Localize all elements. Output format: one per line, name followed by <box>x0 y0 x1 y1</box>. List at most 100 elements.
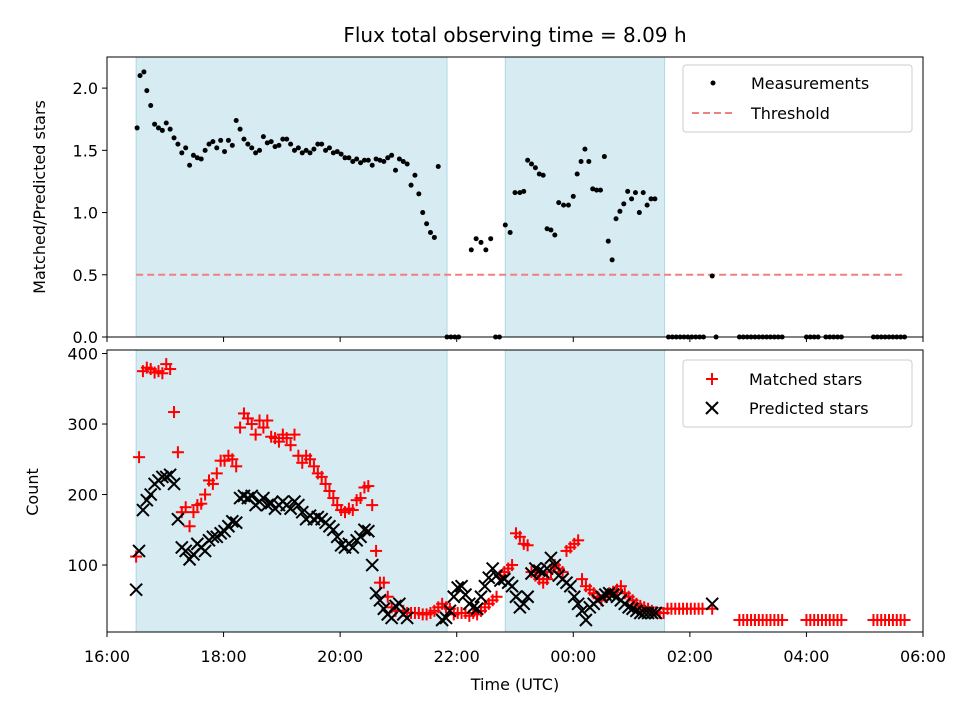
matched-point <box>898 614 911 627</box>
predicted-point <box>520 590 535 604</box>
matched-point <box>296 456 309 469</box>
measurement-point <box>225 137 231 143</box>
predicted-point-stroke <box>361 524 376 538</box>
predicted-point-stroke <box>365 558 379 572</box>
predicted-point-stroke <box>311 510 325 524</box>
measurement-point <box>601 154 607 160</box>
measurement-point <box>159 127 165 133</box>
matched-point <box>272 435 285 448</box>
measurement-point <box>400 159 406 165</box>
matched-point <box>245 418 258 431</box>
predicted-point <box>129 582 143 597</box>
measurement-point <box>416 191 422 197</box>
measurement-point <box>253 150 259 156</box>
measurement-point <box>408 182 414 188</box>
matched-point <box>776 614 789 627</box>
predicted-point-stroke <box>136 503 150 517</box>
matched-point <box>506 559 519 572</box>
measurement-point <box>396 156 402 162</box>
measurements-legend-label: Measurements <box>751 74 869 93</box>
measurement-point <box>330 150 336 156</box>
predicted-point <box>517 597 531 611</box>
predicted-point-stroke <box>548 558 562 572</box>
matched-point <box>156 367 169 380</box>
matched-point <box>576 573 589 586</box>
predicted-point-stroke <box>159 470 173 484</box>
measurement-point <box>640 190 646 196</box>
predicted-point-stroke <box>649 606 663 620</box>
y-tick-label: 1.0 <box>73 204 98 223</box>
predicted-point-stroke <box>384 611 399 625</box>
matched-point <box>168 406 181 419</box>
measurement-point <box>354 156 360 162</box>
y-tick-label: 2.0 <box>73 79 98 98</box>
predicted-point <box>167 477 181 491</box>
predicted-point-stroke <box>517 597 531 611</box>
predicted-point-stroke <box>439 611 453 625</box>
observing-interval <box>135 56 448 338</box>
matched-point <box>315 470 328 483</box>
predicted-point-stroke <box>229 516 243 530</box>
predicted-point-stroke <box>482 571 496 585</box>
predicted-point <box>330 530 344 544</box>
measurement-point <box>652 196 658 202</box>
measurement-point <box>137 73 143 79</box>
matched-point <box>187 506 200 519</box>
measurement-point <box>369 162 375 168</box>
measurement-point <box>295 145 301 151</box>
measurement-point <box>629 196 635 202</box>
predicted-point <box>229 516 243 530</box>
measurement-point <box>155 125 161 131</box>
predicted-point <box>482 571 496 585</box>
count-legend: Matched stars Predicted stars <box>682 359 913 428</box>
predicted-point-stroke <box>353 530 368 544</box>
measurement-point <box>245 141 251 147</box>
measurement-point <box>291 147 297 153</box>
predicted-point <box>384 611 399 625</box>
predicted-point-stroke <box>645 606 659 620</box>
measurement-point <box>233 117 239 123</box>
predicted-point-stroke <box>563 579 578 593</box>
predicted-point-stroke <box>283 501 298 516</box>
matched-point <box>284 439 297 452</box>
matched-point <box>614 580 627 593</box>
ratio-legend: Measurements Threshold <box>682 64 913 133</box>
predicted-point-stroke <box>388 599 403 613</box>
predicted-point-stroke <box>594 590 609 604</box>
matched-point <box>230 460 243 473</box>
predicted-point-stroke <box>470 602 484 616</box>
measurement-point <box>311 146 317 152</box>
predicted-point-stroke <box>606 587 620 602</box>
predicted-point-stroke <box>163 468 177 482</box>
predicted-point <box>528 561 543 576</box>
predicted-point <box>625 602 640 616</box>
predicted-point <box>178 544 193 558</box>
y-tick-label: 0.0 <box>73 328 98 347</box>
x-tick-label: 06:00 <box>900 647 946 666</box>
measurement-point <box>709 273 715 279</box>
measurement-point <box>303 147 309 153</box>
matched-point <box>133 451 146 464</box>
measurement-point <box>565 202 571 208</box>
predicted-point <box>283 501 298 516</box>
predicted-point <box>567 590 581 604</box>
matched-point <box>377 576 390 589</box>
predicted-point <box>357 523 372 537</box>
matched-legend-label: Matched stars <box>749 370 862 389</box>
measurement-point <box>342 155 348 161</box>
measurement-point <box>468 247 474 253</box>
measurement-point <box>350 159 356 165</box>
predicted-point <box>311 510 325 524</box>
predicted-point <box>548 558 562 572</box>
measurement-point <box>175 141 181 147</box>
x-tick-label: 04:00 <box>783 647 829 666</box>
measurement-point <box>257 147 263 153</box>
predicted-point <box>155 470 170 484</box>
matched-point <box>261 414 274 427</box>
matched-point <box>183 520 196 533</box>
measurement-point <box>272 144 278 150</box>
predicted-point <box>373 593 387 607</box>
predicted-point <box>443 604 457 618</box>
matched-point <box>366 499 379 512</box>
measurement-point <box>249 145 255 151</box>
